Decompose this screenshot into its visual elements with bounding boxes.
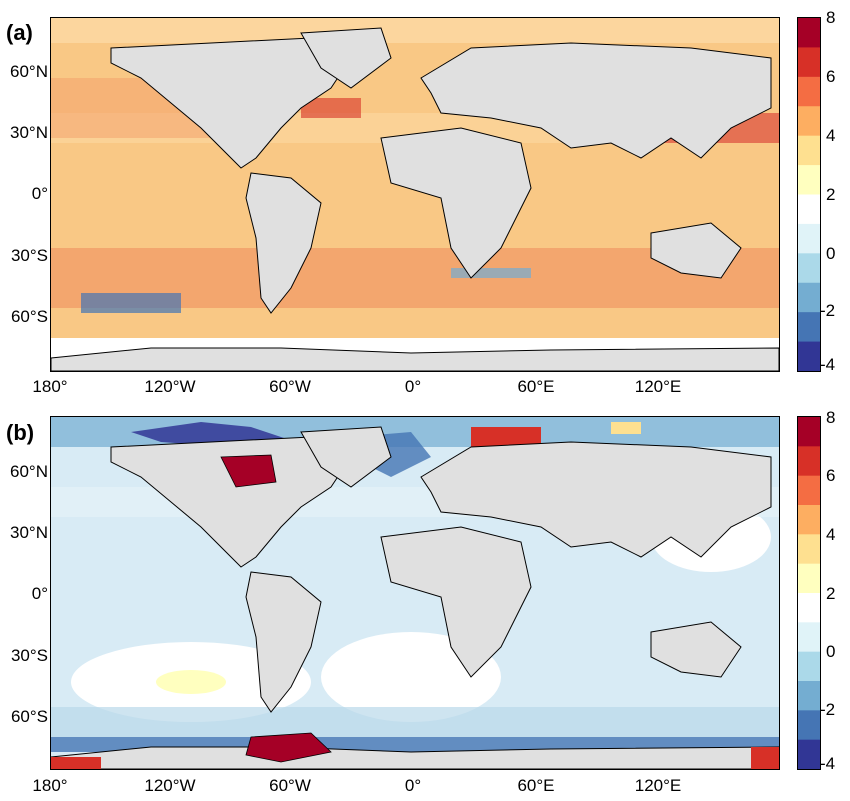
colorbar-step	[798, 593, 820, 623]
y-tick-b-30n: 30°N	[10, 523, 48, 542]
y-tick-a-60n: 60°N	[10, 62, 48, 81]
colorbar-step	[798, 106, 820, 137]
cb-tick-b-4: 4	[826, 525, 836, 544]
colorbar-step	[798, 622, 820, 653]
colorbar-step	[798, 681, 820, 711]
x-tick-b-0: 0°	[404, 776, 422, 795]
y-tick-a-eq: 0°	[31, 184, 48, 203]
colorbar-step	[798, 223, 820, 254]
colorbar-step	[798, 534, 820, 565]
y-tick-b-eq: 0°	[31, 584, 48, 603]
y-tick-b-30s: 30°S	[10, 646, 48, 665]
colorbar-b	[797, 416, 821, 770]
panel-label-b: (b)	[6, 420, 35, 445]
y-tick-a-60s: 60°S	[10, 307, 48, 326]
colorbar-step	[798, 739, 820, 770]
colorbar-a	[797, 17, 821, 372]
colorbar-step	[798, 135, 820, 166]
cb-tick-b-m4: -4	[820, 754, 836, 773]
cb-tick-a-2: 2	[826, 185, 836, 204]
cb-tick-b-0: 0	[826, 642, 836, 661]
x-tick-b-180: 180°	[32, 776, 68, 795]
colorbar-step	[798, 563, 820, 594]
x-tick-b-60e: 60°E	[517, 776, 555, 795]
y-tick-a-30s: 30°S	[10, 246, 48, 265]
y-tick-b-60s: 60°S	[10, 707, 48, 726]
colorbar-step	[798, 341, 820, 372]
colorbar-step	[798, 18, 820, 48]
colorbar-step	[798, 253, 820, 284]
cb-tick-a-0: 0	[826, 244, 836, 263]
x-tick-b-120w: 120°W	[144, 776, 196, 795]
cb-tick-a-8: 8	[826, 8, 836, 27]
cb-tick-b-6: 6	[826, 466, 836, 485]
x-tick-a-120e: 120°E	[634, 377, 682, 396]
colorbar-b-gradient	[798, 417, 820, 770]
colorbar-step	[798, 194, 820, 225]
colorbar-step	[798, 417, 820, 447]
colorbar-step	[798, 710, 820, 741]
x-tick-a-60w: 60°W	[269, 377, 311, 396]
cb-tick-b-m2: -2	[820, 700, 836, 719]
colorbar-step	[798, 47, 820, 78]
colorbar-step	[798, 76, 820, 107]
x-tick-b-60w: 60°W	[269, 776, 311, 795]
y-tick-b-60n: 60°N	[10, 462, 48, 481]
x-tick-b-120e: 120°E	[634, 776, 682, 795]
colorbar-step	[798, 446, 820, 477]
cb-tick-a-6: 6	[826, 67, 836, 86]
map-a	[50, 17, 780, 372]
panel-label-a: (a)	[6, 20, 33, 45]
cb-tick-b-2: 2	[826, 584, 836, 603]
cb-tick-a-m2: -2	[820, 301, 836, 320]
x-tick-a-60e: 60°E	[517, 377, 555, 396]
cb-tick-a-4: 4	[826, 126, 836, 145]
x-tick-a-120w: 120°W	[144, 377, 196, 396]
colorbar-step	[798, 282, 820, 313]
colorbar-step	[798, 651, 820, 682]
colorbar-step	[798, 475, 820, 506]
cb-tick-a-m4: -4	[820, 355, 836, 374]
x-tick-a-0: 0°	[404, 377, 422, 396]
colorbar-step	[798, 505, 820, 535]
colorbar-step	[798, 312, 820, 343]
map-b	[50, 416, 780, 770]
cb-tick-b-8: 8	[826, 408, 836, 427]
colorbar-step	[798, 165, 820, 195]
colorbar-a-gradient	[798, 18, 820, 372]
y-tick-a-30n: 30°N	[10, 123, 48, 142]
x-tick-a-180: 180°	[32, 377, 68, 396]
